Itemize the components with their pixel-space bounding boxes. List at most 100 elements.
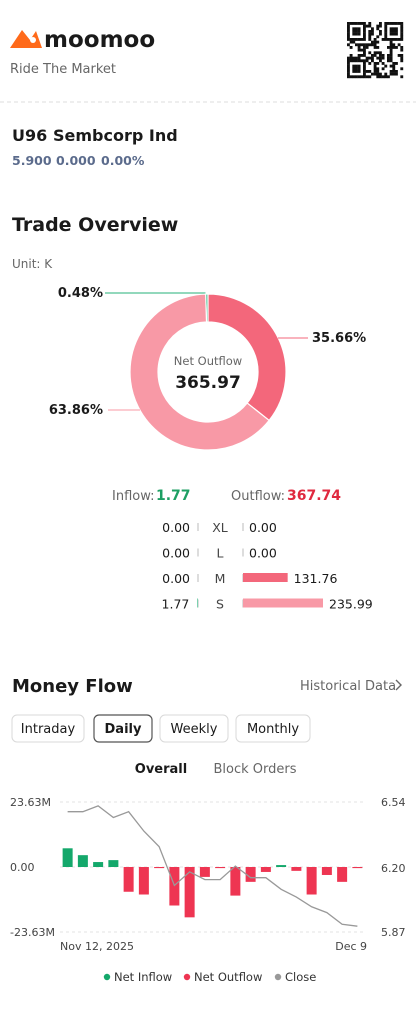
qr-cell bbox=[400, 22, 404, 25]
tab-active[interactable] bbox=[93, 714, 153, 743]
outflow-value: 367.74 bbox=[287, 488, 341, 504]
qr-cell bbox=[392, 72, 396, 76]
chevron[interactable] bbox=[395, 679, 402, 691]
qr-cell bbox=[355, 22, 358, 25]
donut-center-value: 365.97 bbox=[175, 373, 241, 393]
qr-cell bbox=[357, 59, 361, 63]
qr-cell bbox=[389, 59, 393, 63]
flow-bar bbox=[260, 867, 271, 872]
qr-cell bbox=[387, 46, 390, 49]
subtab[interactable]: Block Orders bbox=[213, 762, 296, 777]
qr-cell bbox=[392, 70, 396, 73]
qr-cell bbox=[389, 51, 393, 55]
qr-cell bbox=[347, 38, 350, 41]
qr-cell bbox=[379, 30, 382, 33]
qr-cell bbox=[368, 35, 372, 39]
tab[interactable] bbox=[11, 714, 85, 743]
qr-cell bbox=[376, 35, 380, 39]
tab[interactable] bbox=[159, 714, 229, 743]
qr-cell bbox=[371, 56, 374, 60]
qr-cell bbox=[376, 40, 380, 44]
tab-label[interactable]: Monthly bbox=[247, 722, 299, 737]
qr-cell bbox=[376, 70, 380, 73]
qr-cell bbox=[347, 56, 350, 60]
brand: moomoo bbox=[44, 27, 155, 53]
qr-cell bbox=[400, 59, 404, 63]
qr-cell bbox=[360, 43, 364, 47]
qr-cell bbox=[373, 62, 377, 65]
qr-cell bbox=[400, 48, 404, 52]
qr-cell bbox=[376, 62, 380, 65]
qr-cell bbox=[355, 67, 358, 71]
qr-cell bbox=[395, 30, 398, 33]
qr-cell bbox=[360, 48, 364, 52]
qr-cell bbox=[363, 35, 366, 39]
historical-link[interactable]: Historical Data bbox=[300, 679, 396, 694]
flow-bar bbox=[245, 867, 256, 882]
qr-cell bbox=[379, 72, 382, 76]
outflow-bar bbox=[243, 598, 323, 608]
qr-cell bbox=[355, 64, 358, 68]
tab[interactable] bbox=[235, 714, 311, 743]
qr-cell bbox=[347, 62, 350, 65]
qr-cell bbox=[355, 38, 358, 41]
qr-cell bbox=[387, 56, 390, 60]
legend-label: Net Outflow bbox=[194, 970, 262, 984]
qr-cell bbox=[360, 75, 364, 79]
qr-cell bbox=[400, 56, 404, 60]
qr-cell bbox=[376, 27, 380, 31]
y-tick-label: -23.63M bbox=[10, 926, 55, 939]
qr-cell bbox=[381, 67, 385, 71]
qr-cell bbox=[389, 27, 393, 31]
outflow-value: 235.99 bbox=[329, 597, 373, 612]
flow-bar bbox=[291, 867, 302, 871]
tab-label[interactable]: Intraday bbox=[21, 722, 76, 737]
qr-cell bbox=[389, 46, 393, 49]
qr-cell bbox=[365, 24, 369, 28]
qr-cell bbox=[357, 27, 361, 31]
stock-change: 0.000 bbox=[56, 153, 96, 168]
outflow-value: 131.76 bbox=[294, 571, 338, 586]
qr-cell bbox=[395, 70, 398, 73]
qr-cell bbox=[379, 32, 382, 36]
qr-cell bbox=[379, 75, 382, 79]
flow-bar bbox=[138, 867, 149, 895]
subtab-active[interactable]: Overall bbox=[135, 762, 187, 777]
qr-cell bbox=[357, 70, 361, 73]
stock-name: Sembcorp Ind bbox=[53, 126, 178, 145]
qr-cell bbox=[392, 62, 396, 65]
qr-cell bbox=[387, 54, 390, 57]
close-line bbox=[67, 805, 358, 927]
y-tick-label: 0.00 bbox=[10, 861, 35, 874]
qr-cell bbox=[373, 72, 377, 76]
qr-cell bbox=[387, 22, 390, 25]
tab-label[interactable]: Daily bbox=[105, 722, 142, 737]
inflow-value: 0.00 bbox=[162, 520, 190, 535]
qr-cell bbox=[352, 22, 356, 25]
qr-code bbox=[347, 22, 404, 79]
flow-bar bbox=[154, 867, 165, 869]
donut-label: 63.86% bbox=[49, 403, 103, 418]
qr-cell bbox=[368, 22, 372, 25]
y-tick-label: 23.63M bbox=[10, 796, 51, 809]
size-label: L bbox=[217, 546, 224, 561]
qr-cell bbox=[357, 56, 361, 60]
qr-cell bbox=[365, 70, 369, 73]
qr-cell bbox=[392, 32, 396, 36]
qr-cell bbox=[384, 38, 388, 41]
legend-label: Net Inflow bbox=[114, 970, 172, 984]
qr-cell bbox=[347, 75, 350, 79]
qr-cell bbox=[357, 38, 361, 41]
qr-cell bbox=[400, 67, 404, 71]
qr-cell bbox=[373, 54, 377, 57]
qr-cell bbox=[363, 64, 366, 68]
tab-label[interactable]: Weekly bbox=[171, 722, 218, 737]
qr-cell bbox=[347, 67, 350, 71]
qr-cell bbox=[381, 62, 385, 65]
qr-cell bbox=[355, 59, 358, 63]
qr-cell bbox=[379, 56, 382, 60]
qr-cell bbox=[373, 64, 377, 68]
flow-bar bbox=[230, 867, 241, 896]
qr-cell bbox=[363, 32, 366, 36]
outflow-value: 0.00 bbox=[249, 546, 277, 561]
